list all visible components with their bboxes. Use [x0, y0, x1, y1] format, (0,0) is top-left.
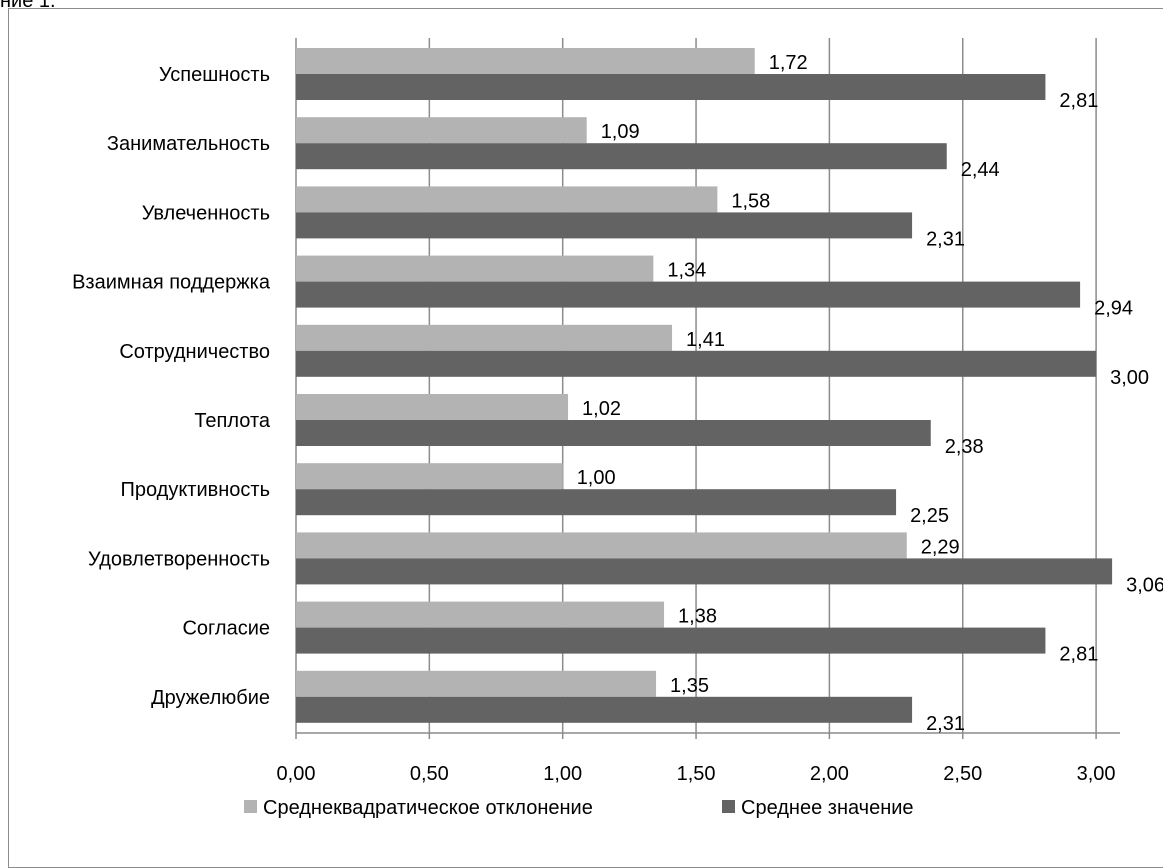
data-label-mean: 3,00	[1110, 367, 1149, 389]
data-label-std-deviation: 1,35	[670, 675, 709, 697]
x-tick-label: 3,00	[1077, 763, 1116, 785]
bar-std-deviation	[296, 463, 563, 490]
bar-mean	[296, 281, 1081, 308]
legend-label: Среднеквадратическое отклонение	[263, 797, 593, 819]
legend-swatch	[722, 800, 735, 813]
category-label: Сотрудничество	[119, 341, 270, 363]
x-tick-label: 2,00	[810, 763, 849, 785]
data-label-mean: 2,81	[1059, 644, 1098, 666]
category-label: Увлеченность	[142, 202, 270, 224]
bar-mean	[296, 696, 913, 723]
data-label-mean: 3,06	[1126, 574, 1163, 596]
category-label: Успешность	[159, 64, 270, 86]
x-tick-label: 0,00	[277, 763, 316, 785]
category-label: Теплота	[194, 410, 271, 432]
data-label-std-deviation: 1,09	[601, 121, 640, 143]
legend-label: Среднее значение	[741, 797, 914, 819]
category-label: Удовлетворенность	[88, 548, 270, 570]
bar-mean	[296, 627, 1046, 654]
data-label-mean: 2,81	[1059, 90, 1098, 112]
bar-mean	[296, 489, 897, 516]
bar-mean	[296, 350, 1097, 377]
x-tick-label: 2,50	[943, 763, 982, 785]
bar-std-deviation	[296, 117, 587, 144]
data-label-std-deviation: 1,02	[582, 398, 621, 420]
legend-swatch	[244, 800, 257, 813]
data-label-std-deviation: 1,41	[686, 329, 725, 351]
bar-mean	[296, 74, 1046, 100]
bar-mean	[296, 212, 913, 239]
category-label: Занимательность	[107, 133, 270, 155]
category-label: Согласие	[182, 618, 270, 640]
data-label-mean: 2,31	[926, 228, 965, 250]
page-text-fragment: ние 1.	[0, 0, 56, 12]
data-label-std-deviation: 1,58	[731, 190, 770, 212]
data-label-std-deviation: 1,34	[667, 260, 706, 282]
bar-std-deviation	[296, 394, 569, 420]
data-label-mean: 2,25	[910, 505, 949, 527]
x-tick-label: 0,50	[410, 763, 449, 785]
x-tick-label: 1,00	[543, 763, 582, 785]
bar-std-deviation	[296, 48, 755, 74]
bar-std-deviation	[296, 186, 718, 213]
bar-mean	[296, 143, 947, 170]
bar-mean	[296, 420, 931, 446]
category-label: Взаимная поддержка	[72, 272, 271, 294]
data-label-std-deviation: 1,72	[769, 52, 808, 74]
data-label-mean: 2,31	[926, 713, 965, 735]
bar-std-deviation	[296, 324, 673, 351]
data-label-mean: 2,38	[945, 436, 984, 458]
data-label-mean: 2,44	[961, 159, 1000, 181]
bar-std-deviation	[296, 670, 657, 697]
bar-mean	[296, 558, 1113, 585]
x-tick-label: 1,50	[677, 763, 716, 785]
data-label-std-deviation: 1,00	[577, 467, 616, 489]
category-label: Дружелюбие	[151, 687, 270, 709]
data-label-mean: 2,94	[1094, 298, 1133, 320]
data-label-std-deviation: 2,29	[921, 536, 960, 558]
bar-std-deviation	[296, 255, 654, 282]
category-label: Продуктивность	[120, 479, 270, 501]
bar-std-deviation	[296, 532, 907, 559]
data-label-std-deviation: 1,38	[678, 606, 717, 628]
bar-std-deviation	[296, 601, 665, 628]
